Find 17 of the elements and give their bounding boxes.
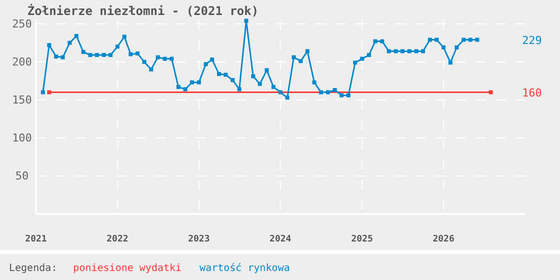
x-tick-label: 2025 bbox=[351, 234, 373, 244]
legend-title: Legenda: bbox=[9, 263, 58, 274]
text: wartość rynkowa bbox=[200, 262, 290, 274]
y-tick-label: 250 bbox=[12, 17, 32, 30]
y-tick-label: 100 bbox=[12, 131, 32, 144]
chart-title: Żołnierze niezłomni - (2021 rok) bbox=[27, 3, 259, 18]
annotation: 160 bbox=[522, 86, 542, 100]
text: poniesione wydatki bbox=[73, 263, 182, 274]
y-tick-label: 150 bbox=[12, 93, 32, 106]
annotation: 229 bbox=[522, 34, 542, 47]
x-tick-label: 2026 bbox=[432, 234, 454, 244]
x-tick-label: 2021 bbox=[25, 234, 47, 244]
x-tick-label: 2023 bbox=[188, 234, 210, 244]
y-tick-label: 200 bbox=[12, 55, 32, 68]
x-tick-label: 2024 bbox=[270, 234, 292, 244]
x-tick-label: 2022 bbox=[106, 234, 128, 244]
y-tick-label: 50 bbox=[15, 169, 29, 182]
